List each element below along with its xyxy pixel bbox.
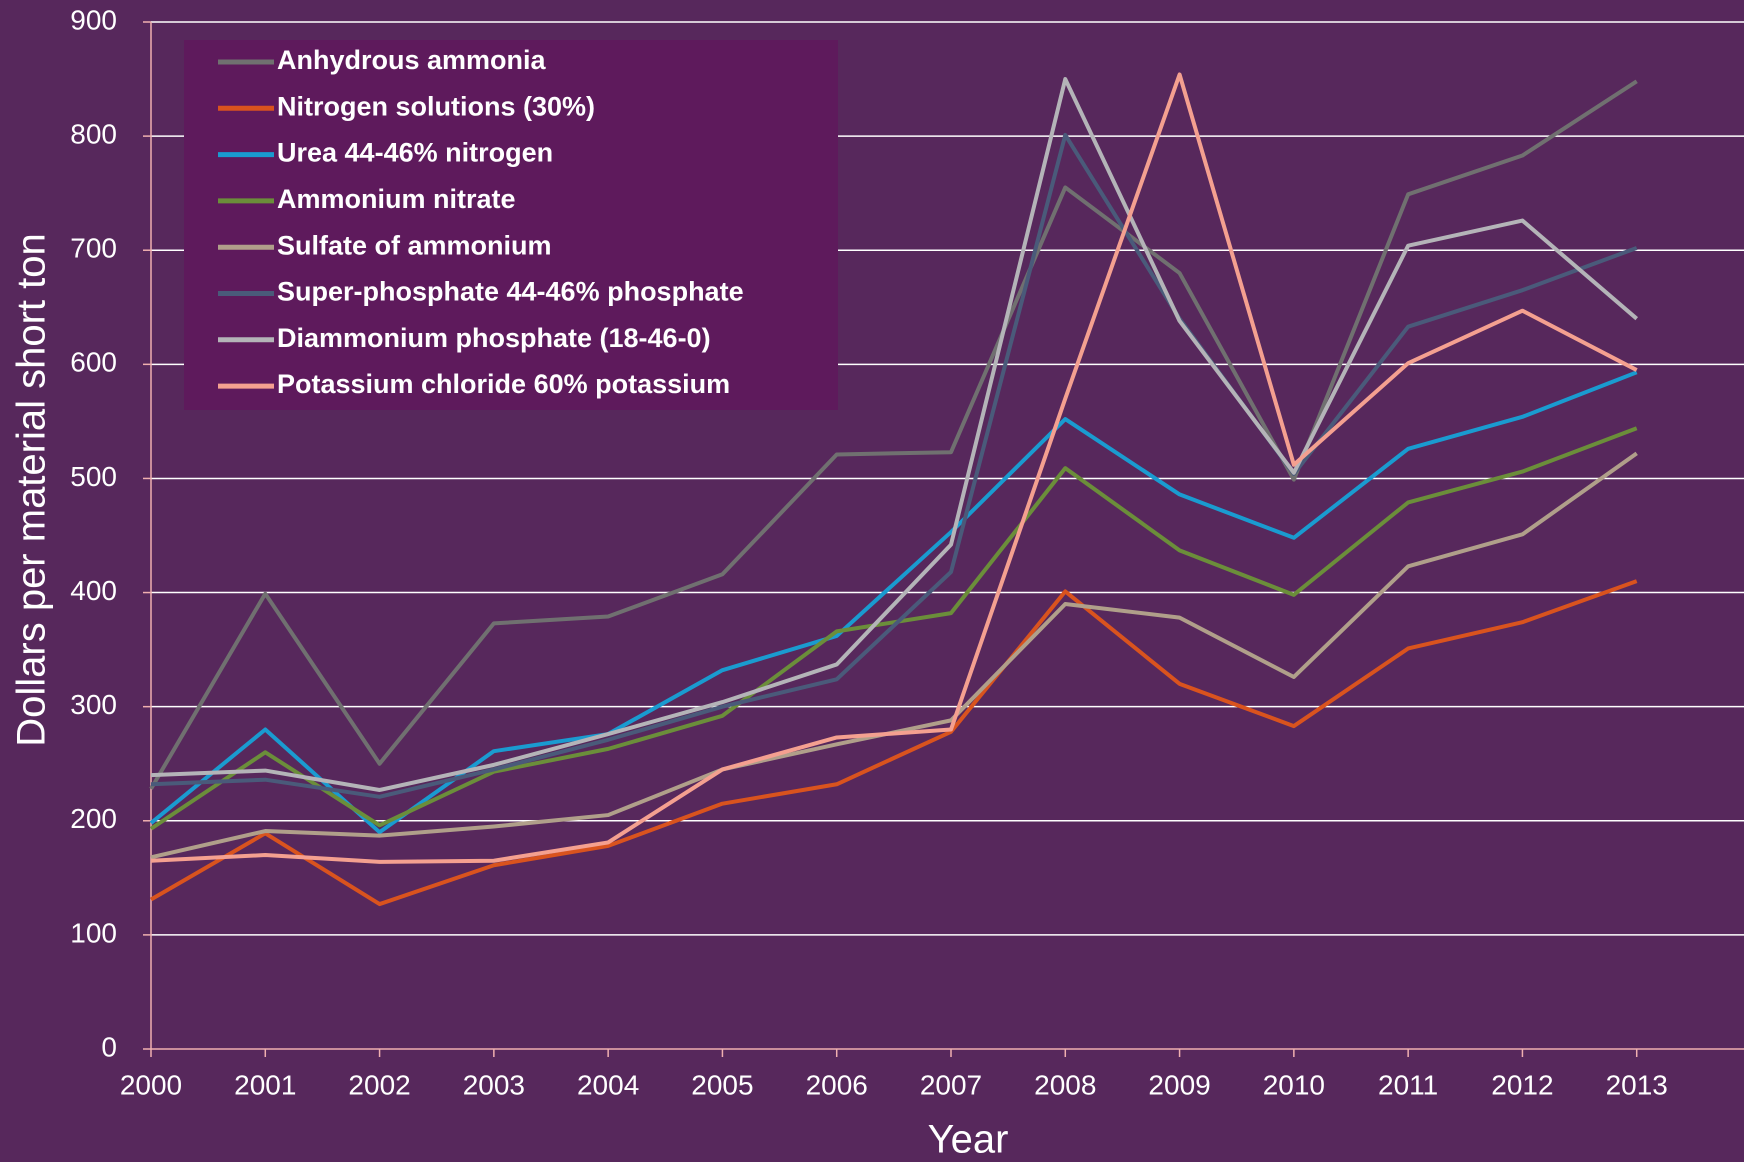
x-tick-label: 2007 bbox=[920, 1069, 982, 1100]
x-tick-label: 2004 bbox=[577, 1069, 639, 1100]
x-tick-label: 2012 bbox=[1491, 1069, 1553, 1100]
legend-label: Nitrogen solutions (30%) bbox=[277, 91, 595, 121]
x-tick-label: 2005 bbox=[691, 1069, 753, 1100]
x-tick-label: 2003 bbox=[463, 1069, 525, 1100]
x-tick-label: 2010 bbox=[1263, 1069, 1325, 1100]
x-tick-label: 2009 bbox=[1148, 1069, 1210, 1100]
x-tick-label: 2006 bbox=[806, 1069, 868, 1100]
legend-label: Urea 44-46% nitrogen bbox=[277, 138, 553, 168]
y-tick-label: 0 bbox=[101, 1031, 117, 1062]
x-tick-label: 2008 bbox=[1034, 1069, 1096, 1100]
series-line bbox=[150, 77, 1639, 792]
legend-label: Ammonium nitrate bbox=[277, 184, 516, 214]
legend-label: Diammonium phosphate (18-46-0) bbox=[277, 323, 711, 353]
series-line bbox=[149, 370, 1638, 835]
y-tick-label: 700 bbox=[70, 233, 117, 264]
series-line bbox=[149, 426, 1638, 831]
y-tick-label: 900 bbox=[70, 4, 117, 35]
y-tick-label: 200 bbox=[70, 803, 117, 834]
x-tick-label: 2011 bbox=[1378, 1069, 1438, 1100]
y-tick-label: 500 bbox=[70, 461, 117, 492]
y-axis-label: Dollars per material short ton bbox=[10, 233, 54, 747]
y-tick-label: 100 bbox=[70, 917, 117, 948]
x-axis-label: Year bbox=[928, 1118, 1009, 1162]
legend-label: Sulfate of ammonium bbox=[277, 230, 552, 260]
x-tick-label: 2002 bbox=[348, 1069, 410, 1100]
legend-label: Anhydrous ammonia bbox=[277, 45, 547, 75]
y-tick-label: 300 bbox=[70, 689, 117, 720]
x-tick-label: 2000 bbox=[120, 1069, 182, 1100]
x-tick-label: 2013 bbox=[1606, 1069, 1668, 1100]
y-tick-label: 600 bbox=[70, 347, 117, 378]
legend: Anhydrous ammonia Nitrogen solutions (30%… bbox=[184, 40, 838, 410]
series-line bbox=[150, 132, 1638, 799]
y-tick-label: 400 bbox=[70, 575, 117, 606]
y-tick-label: 800 bbox=[70, 119, 117, 150]
series-line bbox=[150, 72, 1638, 864]
legend-label: Potassium chloride 60% potassium bbox=[277, 369, 730, 399]
x-tick-label: 2001 bbox=[234, 1069, 296, 1100]
series-line bbox=[149, 579, 1638, 907]
legend-label: Super-phosphate 44-46% phosphate bbox=[277, 277, 744, 307]
legend-box bbox=[184, 40, 838, 410]
series-line bbox=[149, 79, 1638, 790]
